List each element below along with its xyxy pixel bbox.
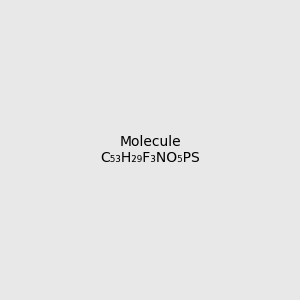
Text: Molecule
C₅₃H₂₉F₃NO₅PS: Molecule C₅₃H₂₉F₃NO₅PS xyxy=(100,135,200,165)
